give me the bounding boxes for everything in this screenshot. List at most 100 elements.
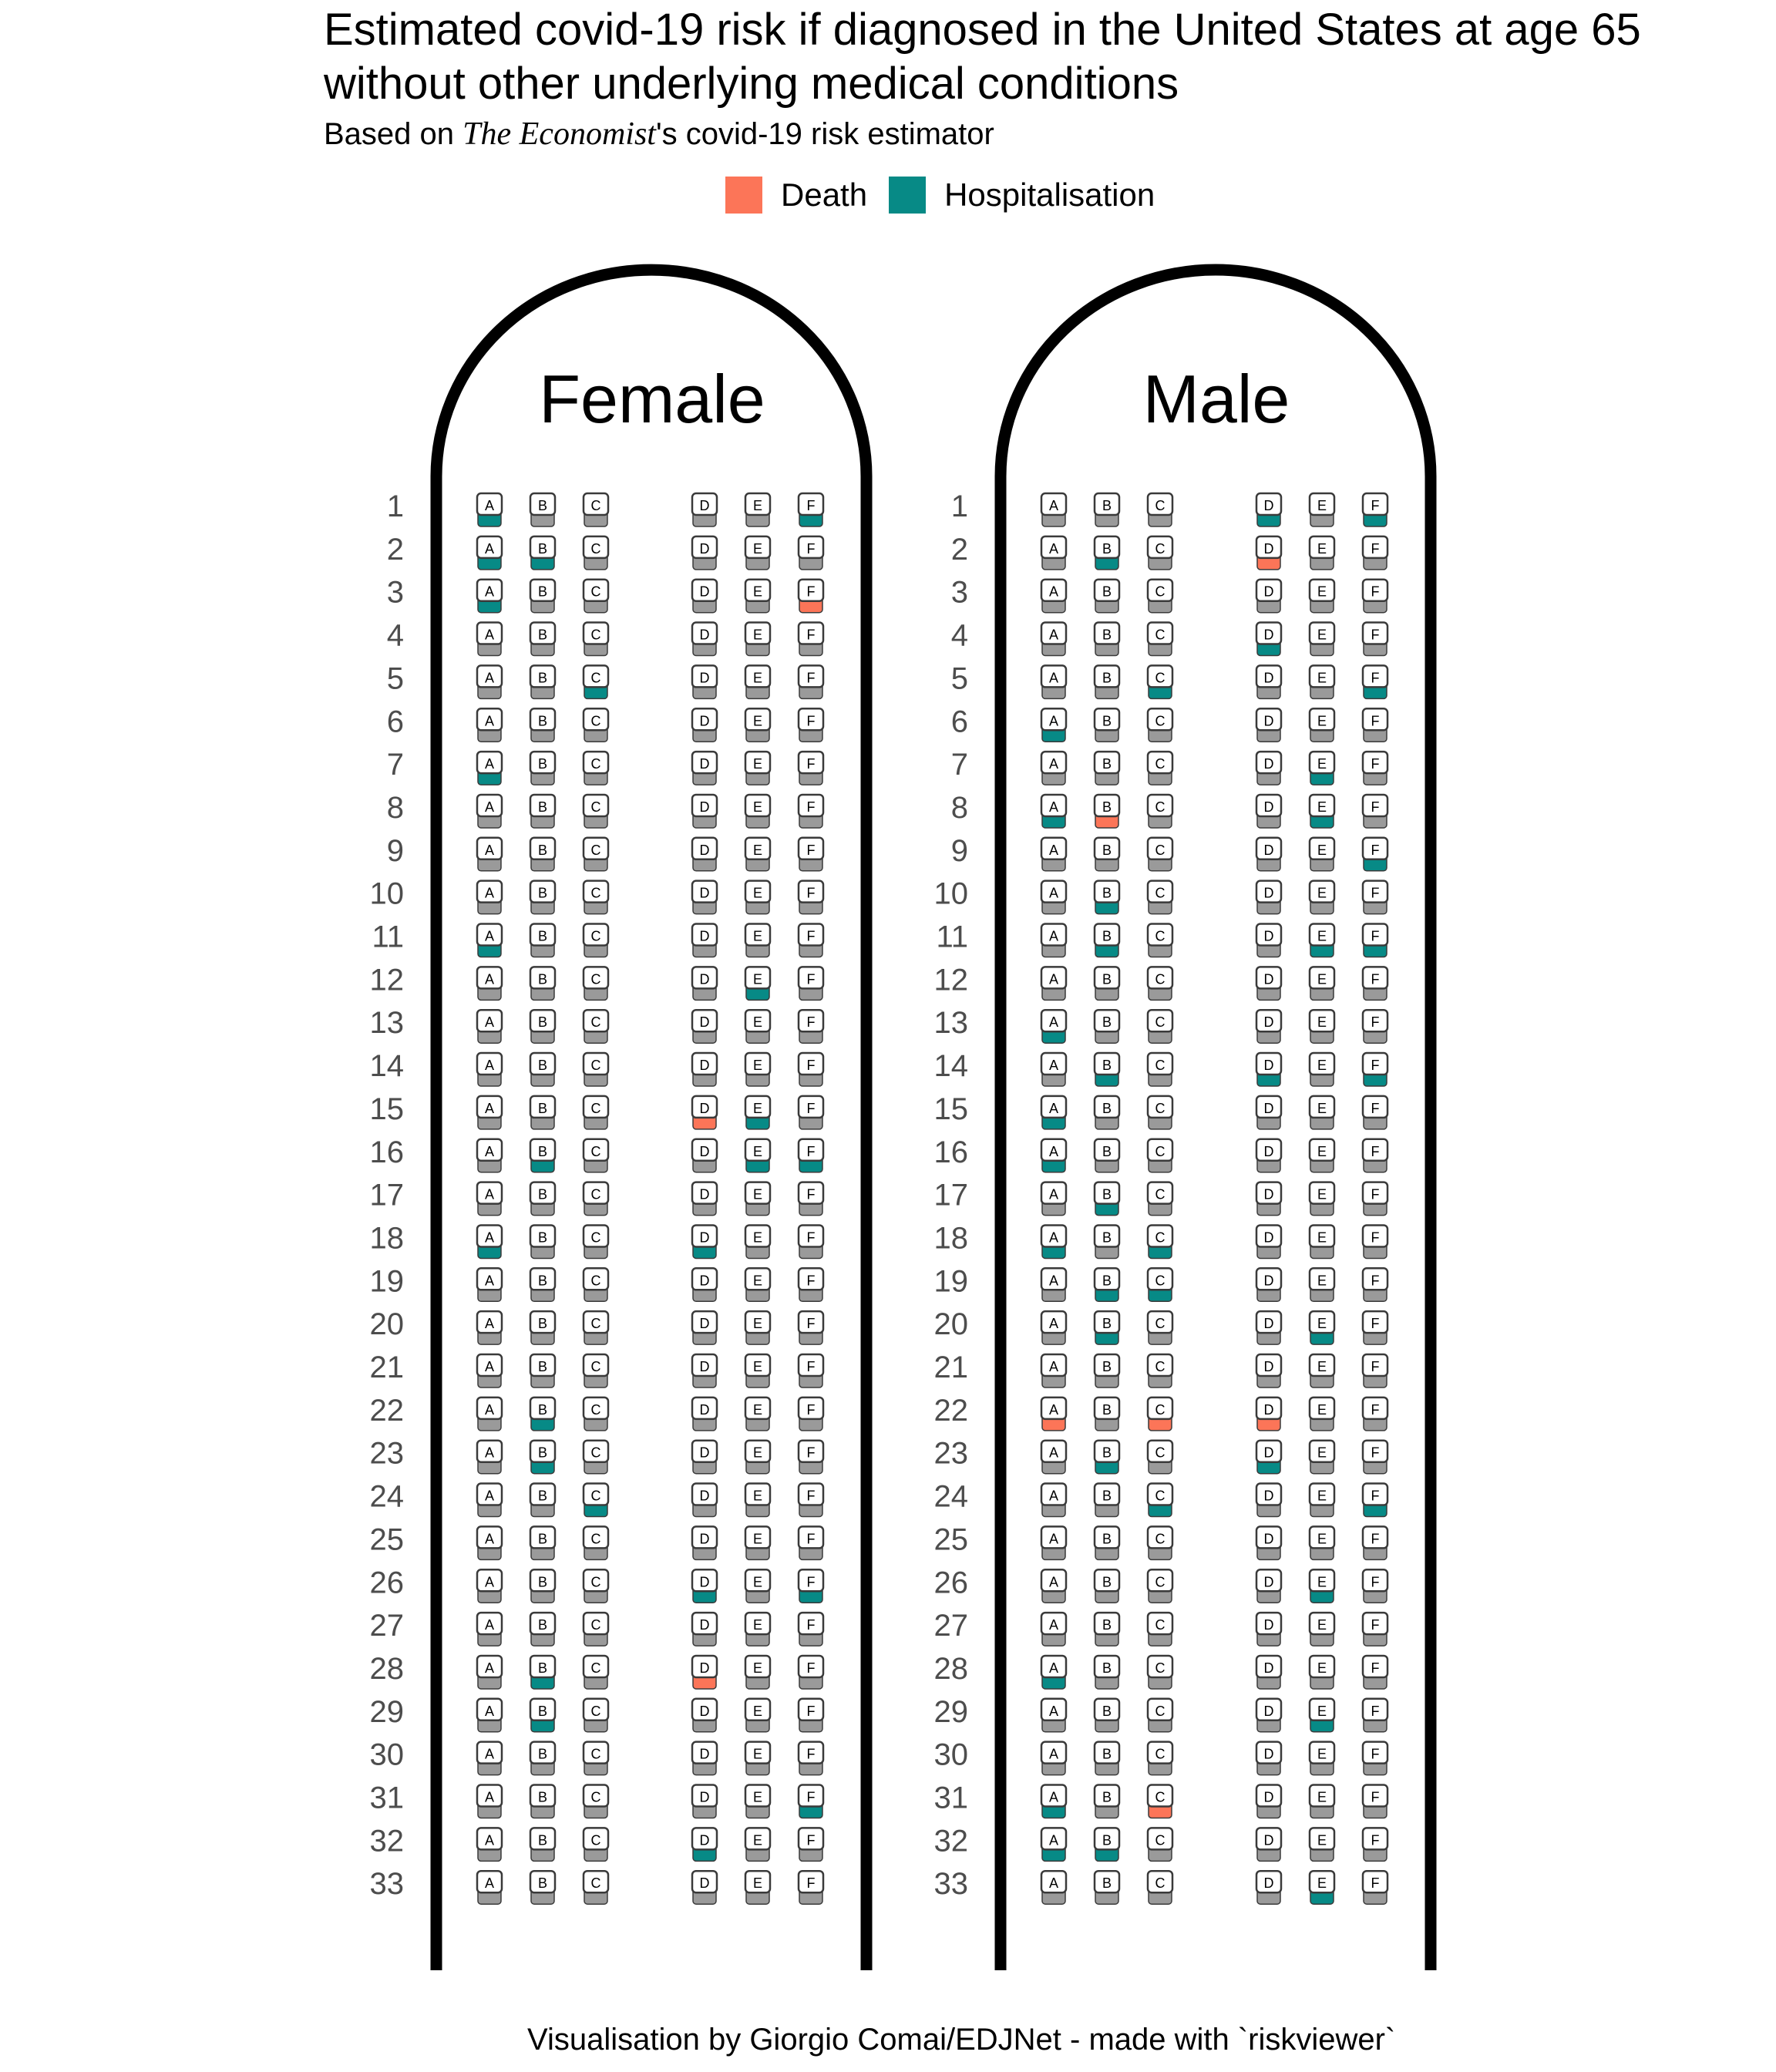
seat-letter: E	[1317, 1229, 1327, 1245]
seat-14C: C	[1146, 1051, 1174, 1087]
seat-letter: E	[1317, 756, 1327, 772]
seat-28B: B	[529, 1654, 557, 1690]
seat-2A: A	[476, 535, 503, 570]
seat-letter: E	[753, 1790, 762, 1805]
seat-letter: D	[1264, 1617, 1274, 1633]
seat-letter: C	[591, 1574, 601, 1589]
seat-back	[1093, 578, 1121, 602]
seat-back	[476, 1482, 503, 1506]
seat-29E: E	[744, 1697, 772, 1733]
seat-back	[1308, 708, 1336, 732]
seat-8F: F	[1361, 793, 1389, 829]
seat-back	[691, 1396, 718, 1421]
seat-letter: E	[753, 1014, 762, 1030]
seat-letter: C	[591, 1273, 601, 1288]
seat-back	[529, 1095, 557, 1119]
seat-back	[744, 1267, 772, 1291]
seat-24E: E	[1308, 1482, 1336, 1518]
row-label: 27	[370, 1609, 405, 1643]
seat-letter: E	[1317, 1359, 1327, 1374]
seat-back	[797, 708, 825, 732]
seat-letter: A	[1049, 1058, 1058, 1073]
seat-letter: C	[591, 1747, 601, 1762]
seat-back	[582, 1396, 610, 1421]
seat-back	[797, 750, 825, 775]
row-label: 33	[370, 1867, 405, 1901]
row-label: 4	[951, 619, 968, 653]
seat-back	[691, 1051, 718, 1076]
seat-back	[691, 966, 718, 990]
seat-letter: D	[700, 756, 710, 772]
seat-back	[1040, 1138, 1068, 1162]
seat-letter: F	[1371, 627, 1380, 643]
seat-8E: E	[1308, 793, 1336, 829]
seat-back	[1093, 1095, 1121, 1119]
seat-letter: F	[807, 1187, 816, 1202]
seat-letter: B	[1102, 1402, 1112, 1418]
seat-33B: B	[529, 1869, 557, 1905]
seat-back	[1040, 750, 1068, 775]
seat-letter: F	[807, 1359, 816, 1374]
seat-15A: A	[1040, 1095, 1068, 1130]
seat-6A: A	[1040, 708, 1068, 742]
seat-back	[797, 1482, 825, 1506]
seat-back	[1040, 1654, 1068, 1679]
seat-12C: C	[1146, 966, 1174, 1001]
seat-4F: F	[797, 621, 825, 657]
legend-key-hospitalisation	[889, 177, 927, 214]
panel-female: Female 1 A B C D E F 2 A B C D E F 3 A B C D E F 4 A B C D E F 5 A B C D E…	[370, 264, 873, 1970]
seat-17B: B	[529, 1181, 557, 1216]
row-label: 30	[934, 1738, 969, 1772]
seat-26B: B	[529, 1569, 557, 1603]
seat-letter: E	[753, 886, 762, 901]
seat-back	[744, 750, 772, 775]
seat-2B: B	[1093, 535, 1121, 570]
seat-back	[582, 1224, 610, 1248]
seat-back	[1093, 1224, 1121, 1248]
seat-back	[1146, 1482, 1174, 1506]
seat-letter: F	[807, 756, 816, 772]
seat-letter: C	[591, 756, 601, 772]
seat-back	[691, 1224, 718, 1248]
seat-back	[1308, 1095, 1336, 1119]
row-label: 18	[934, 1221, 969, 1255]
seat-letter: C	[591, 541, 601, 557]
row-label: 16	[370, 1135, 405, 1169]
seat-back	[476, 1569, 503, 1593]
seat-31F: F	[1361, 1784, 1389, 1819]
seat-28C: C	[1146, 1654, 1174, 1690]
seat-20E: E	[744, 1310, 772, 1345]
seat-letter: C	[1155, 498, 1166, 513]
seat-letter: A	[485, 1488, 494, 1504]
seat-back	[1255, 1051, 1283, 1076]
seat-letter: B	[1102, 756, 1112, 772]
seat-5B: B	[529, 664, 557, 700]
seat-back	[1308, 1654, 1336, 1679]
chart-caption: Visualisation by Giorgio Comai/EDJNet - …	[527, 2023, 1396, 2057]
seat-letter: B	[538, 971, 547, 987]
seat-back	[1093, 1869, 1121, 1894]
row-label: 10	[370, 877, 405, 911]
seat-30D: D	[691, 1741, 718, 1776]
seat-2C: C	[582, 535, 610, 570]
seat-back	[1255, 535, 1283, 560]
seat-9F: F	[1361, 836, 1389, 872]
seat-back	[476, 1008, 503, 1033]
seat-back	[744, 880, 772, 903]
seat-letter: D	[1264, 1488, 1274, 1504]
seat-letter: D	[700, 971, 710, 987]
seat-back	[1093, 836, 1121, 861]
seat-11B: B	[1093, 923, 1121, 958]
seat-19A: A	[476, 1267, 503, 1303]
seat-back	[744, 1095, 772, 1119]
row-label: 5	[387, 661, 404, 695]
seat-letter: A	[485, 1574, 494, 1589]
seat-letter: B	[1102, 1229, 1112, 1245]
seat-letter: B	[1102, 1445, 1112, 1461]
seat-back	[1146, 880, 1174, 903]
seat-back	[1146, 1741, 1174, 1764]
seat-letter: D	[700, 1316, 710, 1331]
seat-letter: F	[1371, 799, 1380, 815]
seat-letter: E	[1317, 713, 1327, 728]
seat-21D: D	[1255, 1353, 1283, 1388]
